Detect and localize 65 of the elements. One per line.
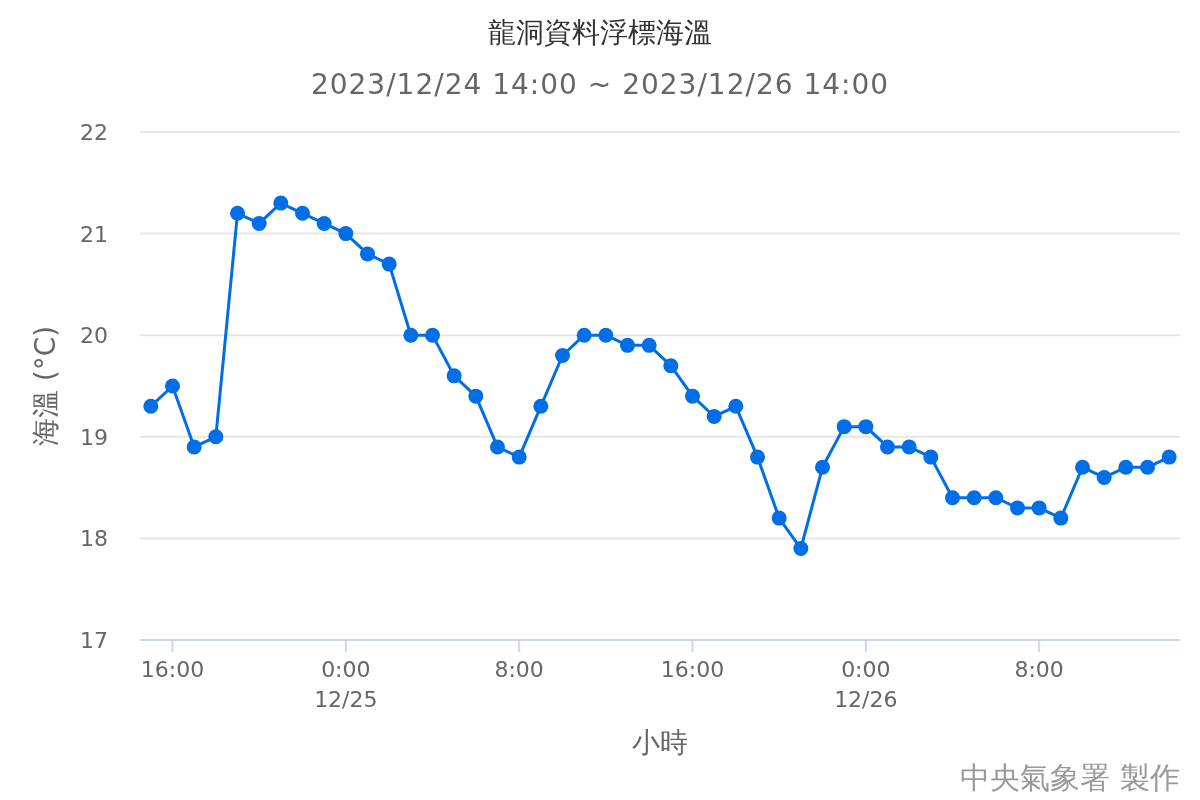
- x-tick-label: 0:00 12/25: [314, 657, 378, 712]
- point: [295, 205, 310, 221]
- point: [555, 348, 570, 364]
- point: [1031, 500, 1047, 516]
- point: [1096, 469, 1112, 485]
- point: [663, 358, 679, 374]
- point: [403, 327, 419, 343]
- point: [1118, 459, 1134, 475]
- point: [1075, 459, 1090, 475]
- point: [945, 490, 960, 506]
- point: [1161, 449, 1177, 465]
- point: [858, 419, 874, 435]
- point: [988, 490, 1004, 506]
- point: [446, 368, 462, 384]
- point: [880, 439, 895, 455]
- x-tick-label: 16:00: [660, 657, 725, 682]
- chart-subtitle: 2023/12/24 14:00 ~ 2023/12/26 14:00: [310, 68, 890, 101]
- point: [143, 398, 159, 414]
- point: [230, 205, 245, 221]
- point: [598, 327, 614, 343]
- point: [576, 327, 592, 343]
- x-tick-label: 8:00: [494, 657, 544, 682]
- point: [771, 510, 787, 526]
- point: [1140, 459, 1155, 475]
- y-tick-label: 21: [80, 221, 108, 247]
- y-tick-label: 19: [80, 424, 108, 450]
- chart-title: 龍洞資料浮標海溫: [488, 16, 712, 49]
- point: [511, 449, 527, 465]
- y-tick-label: 22: [80, 120, 108, 145]
- point: [641, 337, 657, 353]
- point: [706, 408, 722, 424]
- point: [966, 490, 982, 506]
- point: [208, 429, 224, 445]
- point: [685, 388, 700, 404]
- point: [381, 256, 397, 272]
- point: [750, 449, 765, 465]
- point: [490, 439, 505, 455]
- point: [533, 398, 549, 414]
- y-tick-label: 20: [80, 323, 108, 349]
- point: [1010, 500, 1025, 516]
- point: [338, 226, 354, 242]
- point: [425, 327, 440, 343]
- point: [815, 459, 830, 475]
- point: [923, 449, 939, 465]
- point: [728, 398, 744, 414]
- x-tick-label: 8:00: [1014, 657, 1064, 682]
- text: 中央氣象署 製作: [960, 760, 1180, 795]
- y-axis-title: 海溫 (°C): [29, 325, 62, 447]
- point: [165, 378, 180, 394]
- x-tick-label: 0:00 12/26: [834, 657, 898, 712]
- point: [316, 215, 332, 231]
- point: [251, 215, 267, 231]
- y-tick-label: 18: [80, 526, 108, 552]
- point: [273, 195, 289, 211]
- x-axis-title: 小時: [632, 726, 688, 759]
- point: [620, 337, 635, 353]
- point: [186, 439, 202, 455]
- point: [360, 246, 375, 262]
- point: [836, 419, 852, 435]
- point: [468, 388, 484, 404]
- x-tick-label: 16:00: [140, 657, 205, 682]
- point: [793, 541, 809, 557]
- y-tick-label: 17: [80, 628, 108, 653]
- point: [1053, 510, 1069, 526]
- point: [901, 439, 917, 455]
